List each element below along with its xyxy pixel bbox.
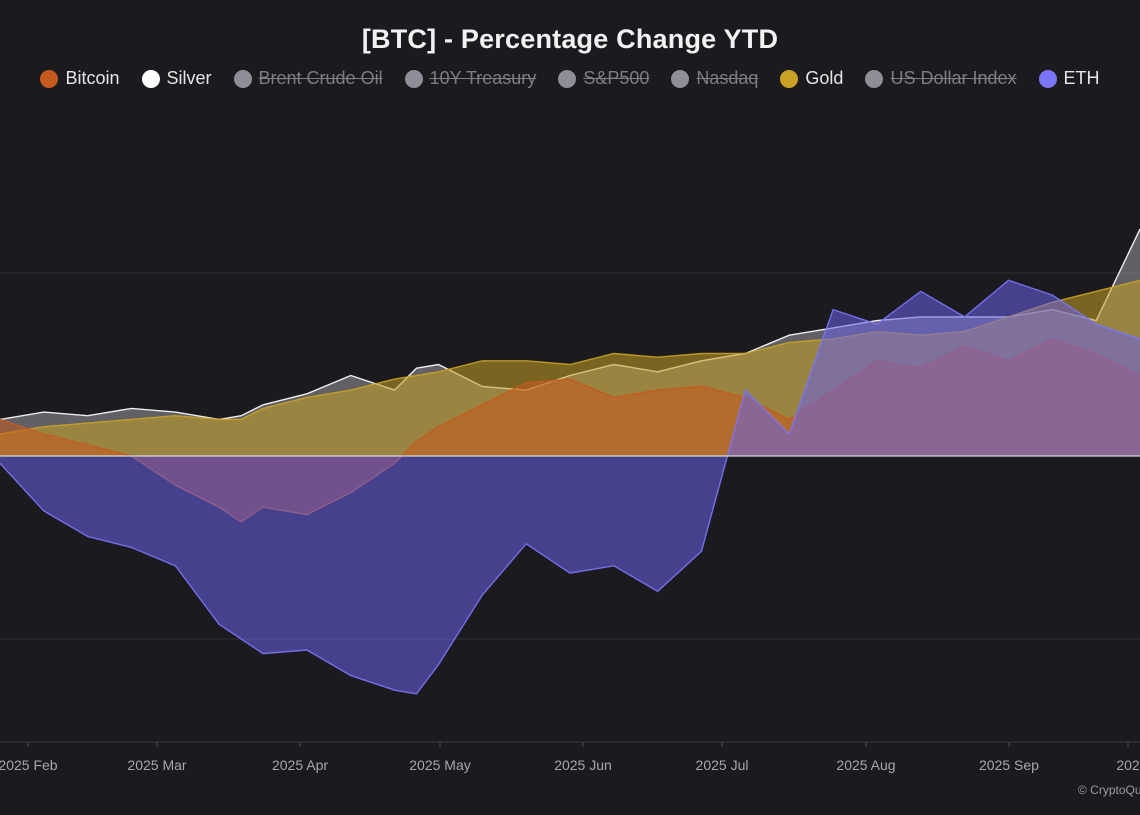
legend-dot bbox=[404, 69, 423, 88]
legend-label: Bitcoin bbox=[65, 68, 120, 88]
x-tick-label: 2025 Mar bbox=[127, 757, 186, 773]
legend-label: US Dollar Index bbox=[890, 68, 1017, 88]
legend-item-10y-treasury[interactable]: 10Y Treasury bbox=[404, 68, 537, 89]
legend-item-us-dollar-index[interactable]: US Dollar Index bbox=[865, 68, 1017, 89]
line-eth bbox=[0, 279, 1140, 695]
legend-item-s-p500[interactable]: S&P500 bbox=[558, 68, 649, 89]
x-tick-label: 202 bbox=[1116, 757, 1140, 773]
legend-dot bbox=[233, 69, 252, 88]
legend-dot bbox=[780, 69, 799, 88]
legend-dot bbox=[865, 69, 884, 88]
x-tick-label: 2025 Sep bbox=[979, 757, 1039, 773]
legend-dot bbox=[40, 69, 59, 88]
watermark-text: © CryptoQu bbox=[1078, 783, 1140, 797]
legend-item-nasdaq[interactable]: Nasdaq bbox=[671, 68, 758, 89]
legend-label: 10Y Treasury bbox=[429, 68, 537, 88]
x-tick-label: 2025 Apr bbox=[272, 757, 328, 773]
legend-label: Gold bbox=[805, 68, 844, 88]
area-eth bbox=[0, 280, 1140, 694]
legend-dot bbox=[558, 69, 577, 88]
legend-dot bbox=[1038, 69, 1057, 88]
legend-label: ETH bbox=[1063, 68, 1100, 88]
legend-label: S&P500 bbox=[583, 68, 650, 88]
legend-dot bbox=[141, 69, 160, 88]
legend-label: Silver bbox=[166, 68, 212, 88]
legend-label: Brent Crude Oil bbox=[258, 68, 383, 88]
x-tick-label: 2025 May bbox=[409, 757, 470, 773]
legend-item-silver[interactable]: Silver bbox=[141, 68, 212, 89]
x-tick-label: 2025 Aug bbox=[836, 757, 895, 773]
x-tick-label: 2025 Jul bbox=[696, 757, 749, 773]
legend-item-eth[interactable]: ETH bbox=[1038, 68, 1100, 89]
legend-item-brent-crude-oil[interactable]: Brent Crude Oil bbox=[233, 68, 383, 89]
x-tick-label: 2025 Jun bbox=[554, 757, 612, 773]
legend-item-gold[interactable]: Gold bbox=[780, 68, 843, 89]
legend-item-bitcoin[interactable]: Bitcoin bbox=[40, 68, 120, 89]
chart-legend: Bitcoin Silver Brent Crude Oil 10Y Treasury… bbox=[0, 68, 1140, 89]
legend-dot bbox=[671, 69, 690, 88]
x-tick-label: 2025 Feb bbox=[0, 757, 58, 773]
chart-title: [BTC] - Percentage Change YTD bbox=[361, 24, 779, 54]
legend-label: Nasdaq bbox=[696, 68, 759, 88]
